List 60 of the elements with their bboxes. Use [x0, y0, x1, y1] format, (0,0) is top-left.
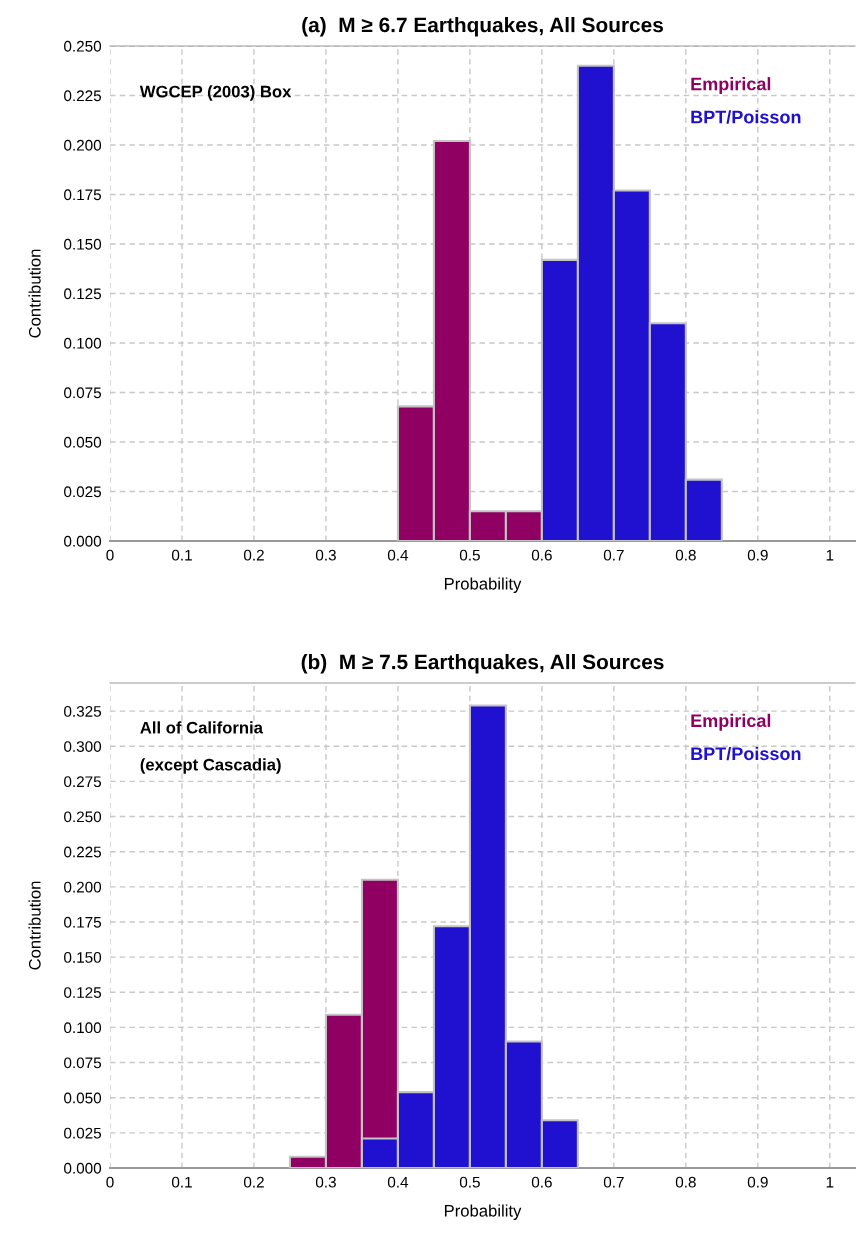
annotation: All of California: [140, 721, 264, 734]
x-tick-label: 0.7: [603, 1176, 624, 1188]
y-tick-label: 0.050: [64, 436, 102, 448]
x-tick-label: 0: [106, 1176, 114, 1188]
y-tick-label: 0.175: [64, 189, 102, 201]
x-tick-label: 0.1: [171, 1176, 192, 1188]
y-tick-label: 0.025: [64, 486, 102, 498]
x-tick-label: 0.4: [387, 549, 409, 561]
x-tick-label: 0.4: [387, 1176, 409, 1188]
chart-title: (a) M ≥ 6.7 Earthquakes, All Sources: [302, 17, 663, 37]
y-tick-label: 0.300: [64, 741, 102, 752]
chart-title: (b) M ≥ 7.5 Earthquakes, All Sources: [301, 654, 664, 674]
x-tick-label: 0.3: [315, 1176, 336, 1188]
y-tick-label: 0.150: [64, 952, 102, 963]
y-tick-label: 0.150: [64, 238, 102, 250]
y-tick-label: 0.075: [64, 387, 102, 399]
y-tick-label: 0.125: [64, 987, 102, 998]
x-tick-label: 0.9: [747, 1176, 768, 1188]
annotation: WGCEP (2003) Box: [139, 85, 292, 101]
x-tick-label: 0.2: [243, 1176, 264, 1188]
y-tick-label: 0.000: [64, 535, 102, 547]
y-tick-label: 0.025: [64, 1127, 102, 1139]
x-tick-label: 0.5: [459, 549, 480, 561]
y-axis-title: Contribution: [28, 249, 41, 338]
y-tick-label: 0.275: [64, 776, 102, 788]
y-axis-title: Contribution: [28, 881, 41, 970]
x-tick-label: 1: [826, 549, 834, 561]
y-tick-label: 0.250: [64, 811, 102, 823]
x-tick-label: 0.8: [675, 1176, 696, 1188]
y-tick-label: 0.250: [64, 40, 102, 52]
y-tick-label: 0.075: [64, 1057, 102, 1069]
x-tick-label: 0.3: [315, 549, 336, 561]
annotation: (except Cascadia): [140, 758, 281, 774]
x-tick-label: 0.2: [243, 549, 264, 561]
x-tick-label: 0.9: [747, 549, 768, 561]
x-tick-label: 0: [106, 549, 114, 561]
y-tick-label: 0.100: [64, 1022, 102, 1034]
y-tick-label: 0.000: [64, 1162, 102, 1174]
y-tick-label: 0.200: [64, 881, 102, 893]
y-tick-label: 0.325: [64, 705, 102, 717]
y-tick-label: 0.200: [64, 139, 102, 151]
text: Empirical: [691, 77, 771, 94]
y-tick-label: 0.225: [64, 90, 102, 102]
y-tick-label: 0.100: [64, 337, 102, 349]
x-tick-label: 0.7: [603, 549, 624, 561]
x-tick-label: 0.6: [531, 549, 552, 561]
text: Empirical: [691, 713, 771, 731]
text: BPT/Poisson: [691, 110, 801, 124]
y-tick-label: 0.050: [64, 1092, 102, 1104]
x-axis-title: Probability: [444, 1204, 522, 1220]
x-tick-label: 0.1: [171, 549, 192, 561]
x-axis-title: Probability: [444, 577, 522, 593]
x-tick-label: 0.5: [459, 1176, 480, 1188]
y-tick-label: 0.125: [64, 288, 102, 300]
x-tick-label: 1: [826, 1176, 834, 1188]
y-tick-label: 0.225: [64, 846, 102, 858]
x-tick-label: 0.6: [531, 1176, 552, 1188]
x-tick-label: 0.8: [675, 549, 696, 561]
y-tick-label: 0.175: [64, 916, 102, 928]
text: BPT/Poisson: [691, 746, 801, 761]
